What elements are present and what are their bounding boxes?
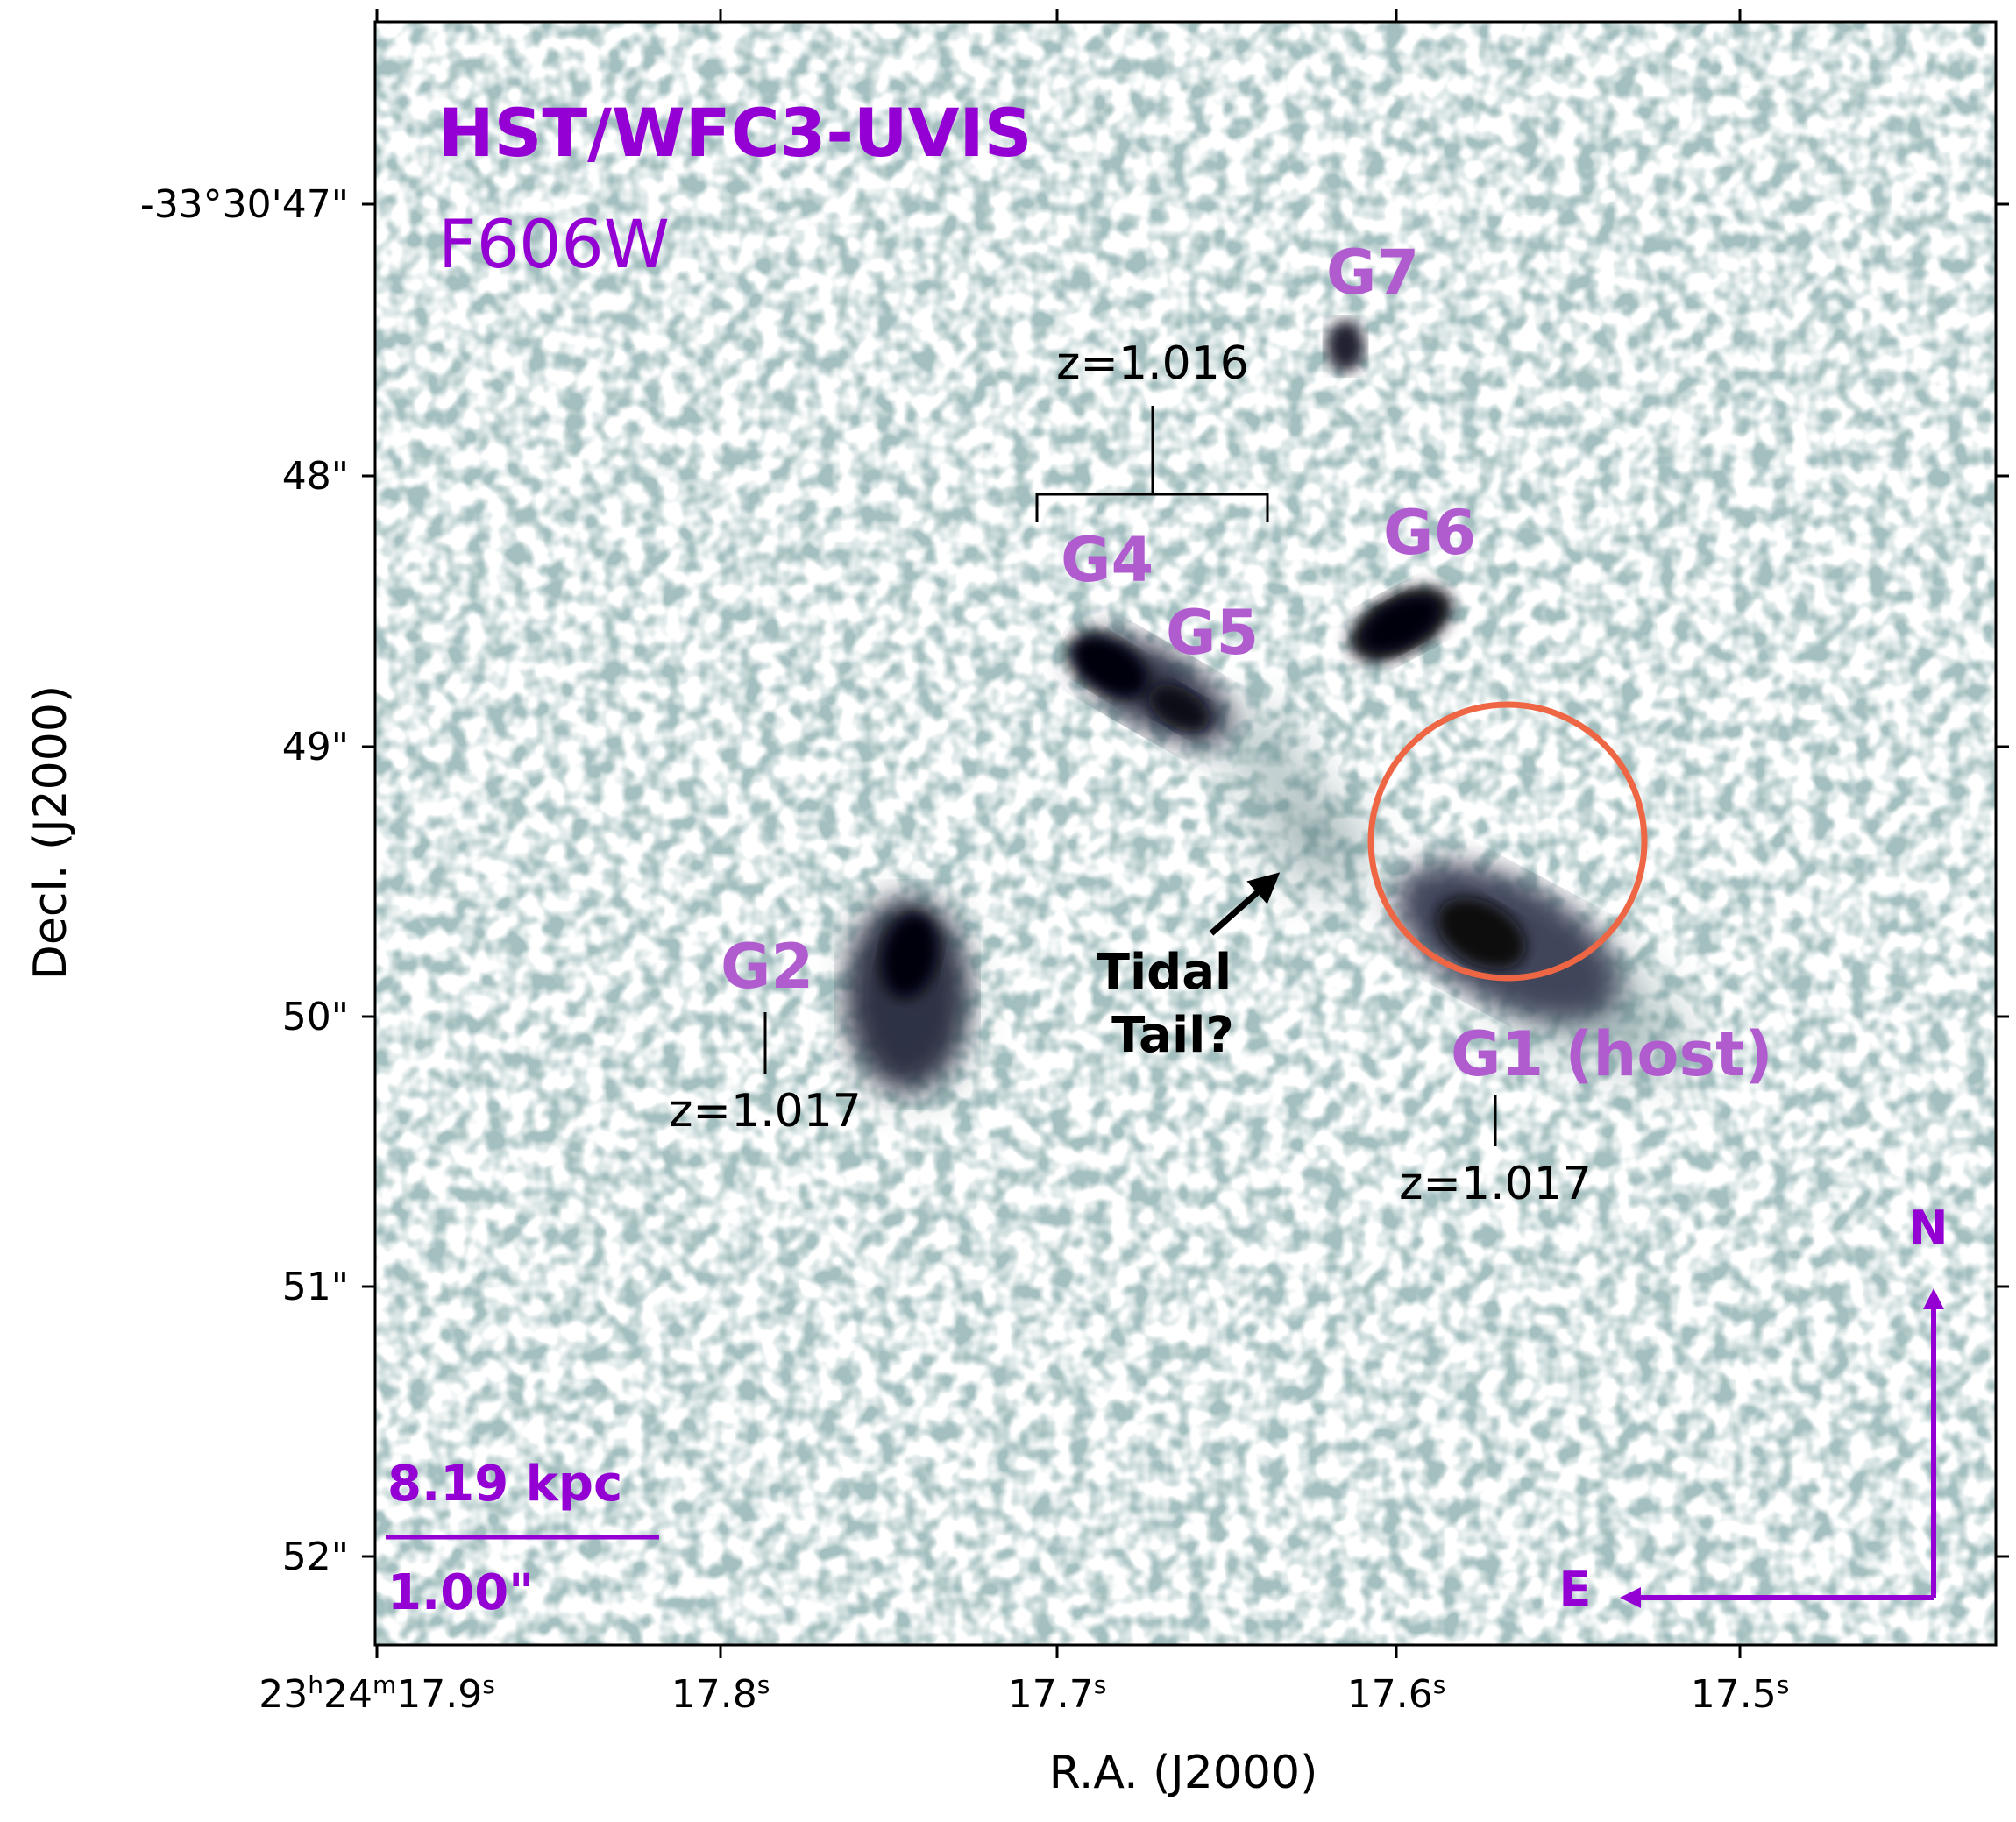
ytick-label: 48" [282, 454, 349, 499]
tidal-arrow [1209, 872, 1281, 936]
ytick-label: 49" [282, 725, 349, 769]
ytick-label: -33°30'47" [140, 182, 349, 227]
xtick-label: 17.6s [1347, 1670, 1446, 1717]
galaxy-g6-source [1348, 585, 1453, 663]
z-label-g1: z=1.017 [1399, 1158, 1592, 1210]
background-noise [375, 22, 1996, 1645]
transient-circle [1367, 701, 1648, 982]
y-ticks [362, 202, 2009, 1558]
compass-north: N [1908, 1201, 1948, 1256]
ytick-label: 51" [282, 1265, 349, 1309]
scale-bar: 8.19 kpc 1.00" [386, 1456, 659, 1621]
galaxy-g4-g5-source [1068, 632, 1232, 744]
label-g5: G5 [1166, 597, 1259, 669]
east-arrow-icon [1620, 1587, 1641, 1608]
label-g2: G2 [721, 931, 813, 1003]
bracket-g4-g5 [1035, 406, 1269, 522]
ytick-label: 50" [282, 995, 349, 1039]
galaxy-g7-source [1326, 320, 1365, 372]
image-panel [375, 22, 1996, 1645]
x-axis-title: R.A. (J2000) [1049, 1747, 1318, 1799]
compass: N E [1559, 1201, 1949, 1617]
xtick-label: 23h24m17.9s [259, 1670, 495, 1717]
tidal-label-line2: Tail? [1111, 1007, 1234, 1064]
z-label-g2: z=1.017 [669, 1085, 862, 1138]
xtick-label: 17.7s [1008, 1670, 1107, 1717]
galaxy-g1-source [1395, 862, 1620, 1022]
tidal-label-line1: Tidal [1097, 944, 1232, 1001]
label-g4: G4 [1061, 524, 1154, 596]
plot-frame [373, 20, 1998, 1647]
north-arrow-icon [1923, 1288, 1944, 1309]
z-label-g45: z=1.016 [1056, 337, 1249, 390]
z-annotations [763, 406, 1497, 1146]
scale-angular: 1.00" [387, 1564, 534, 1621]
y-tick-labels: -33°30'47" 48" 49" 50" 51" 52" [140, 182, 349, 1579]
scale-physical: 8.19 kpc [387, 1456, 622, 1513]
label-g6: G6 [1383, 497, 1476, 569]
filter-title: F606W [438, 205, 670, 283]
label-g1: G1 (host) [1451, 1018, 1773, 1090]
y-axis-title: Decl. (J2000) [25, 685, 77, 980]
galaxy-labels: G7 G6 G4 G5 G2 G1 (host) [721, 237, 1773, 1090]
x-ticks [375, 9, 1742, 1658]
instrument-title: HST/WFC3-UVIS [438, 94, 1032, 172]
label-g7: G7 [1326, 237, 1419, 308]
xtick-label: 17.8s [671, 1670, 770, 1717]
xtick-label: 17.5s [1691, 1670, 1790, 1717]
galaxy-g2-source [846, 898, 969, 1091]
x-tick-labels: 23h24m17.9s 17.8s 17.7s 17.6s 17.5s [259, 1670, 1789, 1717]
ytick-label: 52" [282, 1535, 349, 1579]
compass-east: E [1559, 1562, 1592, 1617]
